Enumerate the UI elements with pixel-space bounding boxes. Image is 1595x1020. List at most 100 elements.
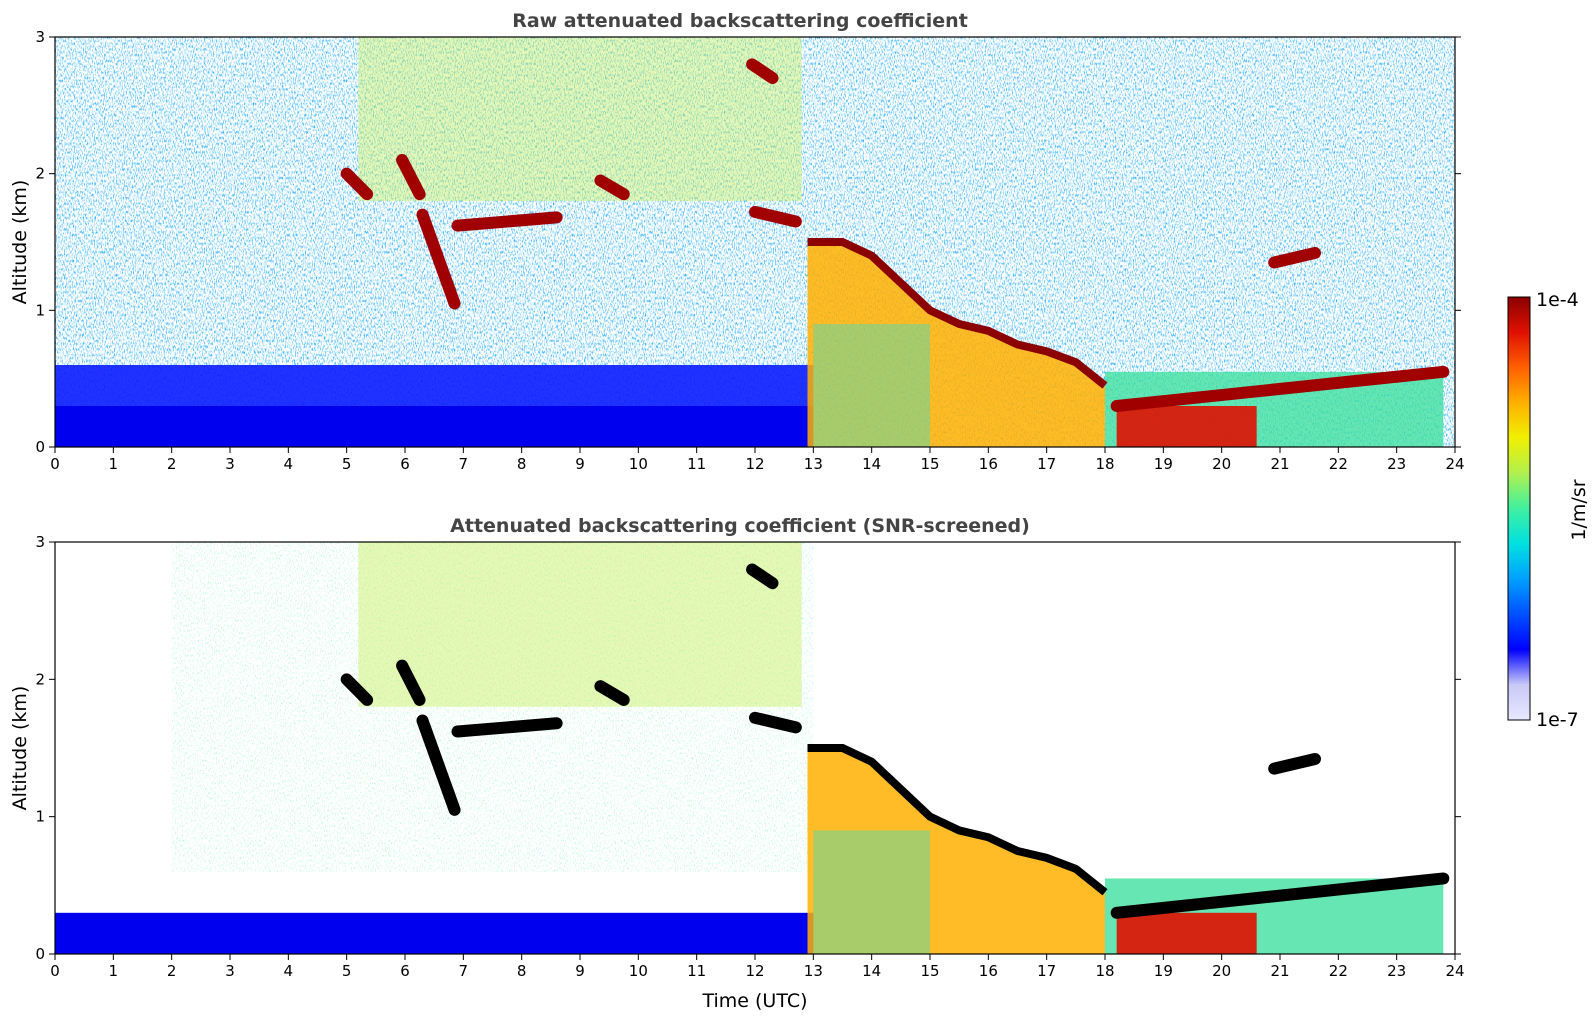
cloud-segment (1110, 872, 1450, 919)
x-tick-label: 12 (745, 455, 764, 473)
cloud-segment (396, 659, 426, 706)
cloud-segment (340, 673, 374, 706)
x-tick-label: 17 (1037, 962, 1056, 980)
panel-screened: Attenuated backscattering coefficient (S… (9, 515, 1465, 1012)
x-axis: 0 1 2 3 4 5 6 7 8 9 10 11 12 13 14 15 16 17 18 19 20 21 22 23 24 (50, 954, 1465, 980)
x-tick-label: 8 (517, 455, 527, 473)
colorbar: 1e-4 1e-7 1/m/sr (1507, 289, 1590, 731)
cloud-segment (594, 174, 630, 201)
x-tick-label: 21 (1270, 962, 1289, 980)
x-tick-label: 0 (50, 962, 60, 980)
y-axis: 0 1 2 3 (35, 28, 1461, 456)
cloud-segment (594, 680, 630, 706)
y-tick-label: 3 (35, 28, 45, 46)
x-tick-label: 21 (1270, 455, 1289, 473)
x-tick-label: 20 (1212, 962, 1231, 980)
colorbar-bar (1507, 296, 1531, 721)
x-tick-label: 13 (804, 962, 823, 980)
x-tick-label: 11 (687, 455, 706, 473)
y-tick-label: 0 (35, 438, 45, 456)
x-tick-label: 2 (167, 455, 177, 473)
x-tick-label: 14 (862, 455, 881, 473)
x-tick-label: 15 (920, 962, 939, 980)
x-tick-label: 10 (629, 962, 648, 980)
cloud-segment (749, 205, 802, 228)
cloud-segment (1268, 752, 1321, 775)
cloud-segment (746, 58, 779, 84)
x-tick-label: 9 (575, 962, 585, 980)
x-tick-label: 6 (400, 962, 410, 980)
x-tick-label: 0 (50, 455, 60, 473)
cloud-layer-line (807, 744, 1108, 896)
x-tick-label: 4 (284, 962, 294, 980)
x-tick-label: 1 (109, 455, 119, 473)
x-tick-label: 8 (517, 962, 527, 980)
x-tick-label: 20 (1212, 455, 1231, 473)
virga-region (813, 324, 930, 447)
x-tick-label: 2 (167, 962, 177, 980)
y-tick-label: 1 (35, 808, 45, 826)
aerosol-layer (358, 37, 802, 201)
cloud-segment (451, 717, 563, 738)
heatmap-area (55, 37, 1455, 447)
x-tick-label: 19 (1154, 455, 1173, 473)
aerosol-layer (358, 542, 802, 707)
x-tick-label: 7 (459, 962, 469, 980)
x-axis-label: Time (UTC) (701, 990, 807, 1012)
cloud-layer-line (807, 238, 1108, 389)
x-tick-label: 22 (1329, 962, 1348, 980)
x-tick-label: 5 (342, 455, 352, 473)
x-tick-label: 18 (1095, 962, 1114, 980)
x-tick-label: 24 (1445, 455, 1464, 473)
colorbar-title: 1/m/sr (1568, 479, 1590, 540)
y-tick-label: 2 (35, 670, 45, 688)
x-tick-label: 17 (1037, 455, 1056, 473)
cloud-segment (746, 563, 779, 590)
cloud-segment (1110, 365, 1450, 412)
x-tick-label: 18 (1095, 455, 1114, 473)
x-tick-label: 22 (1329, 455, 1348, 473)
x-tick-label: 12 (745, 962, 764, 980)
cloud-segment (340, 167, 374, 201)
x-tick-label: 23 (1387, 455, 1406, 473)
boundary-layer-core (55, 912, 814, 954)
y-axis-label: Altitude (km) (9, 686, 31, 811)
noise-field (171, 542, 814, 872)
x-tick-label: 11 (687, 962, 706, 980)
rain-region (1116, 912, 1257, 954)
cloud-mass (807, 242, 1105, 447)
x-tick-label: 4 (284, 455, 294, 473)
chart-title: Raw attenuated backscattering coefficien… (512, 10, 968, 32)
cloud-segment (396, 154, 426, 201)
colorbar-max-label: 1e-4 (1536, 289, 1579, 311)
x-tick-label: 13 (804, 455, 823, 473)
x-tick-label: 6 (400, 455, 410, 473)
cloud-segment (451, 211, 563, 232)
x-tick-label: 19 (1154, 962, 1173, 980)
virga-region (813, 830, 930, 954)
x-tick-label: 9 (575, 455, 585, 473)
x-tick-label: 5 (342, 962, 352, 980)
cloud-segment (1268, 246, 1321, 269)
y-tick-label: 1 (35, 301, 45, 319)
y-tick-label: 2 (35, 165, 45, 183)
x-tick-label: 10 (629, 455, 648, 473)
cloud-segment (749, 711, 802, 734)
x-axis: 0 1 2 3 4 5 6 7 8 9 10 11 12 13 14 15 16 17 18 19 20 21 22 23 24 (50, 447, 1465, 473)
x-tick-label: 15 (920, 455, 939, 473)
x-tick-label: 16 (979, 455, 998, 473)
y-axis: 0 1 2 3 (35, 533, 1461, 963)
y-tick-label: 0 (35, 945, 45, 963)
x-tick-label: 14 (862, 962, 881, 980)
x-tick-label: 3 (225, 962, 235, 980)
x-tick-label: 23 (1387, 962, 1406, 980)
cloud-segment (416, 208, 461, 310)
colorbar-min-label: 1e-7 (1536, 709, 1579, 731)
x-tick-label: 24 (1445, 962, 1464, 980)
chart-title: Attenuated backscattering coefficient (S… (450, 515, 1030, 537)
x-tick-label: 1 (109, 962, 119, 980)
x-tick-label: 3 (225, 455, 235, 473)
cloud-mass (807, 748, 1105, 954)
heatmap-area (55, 542, 1455, 954)
